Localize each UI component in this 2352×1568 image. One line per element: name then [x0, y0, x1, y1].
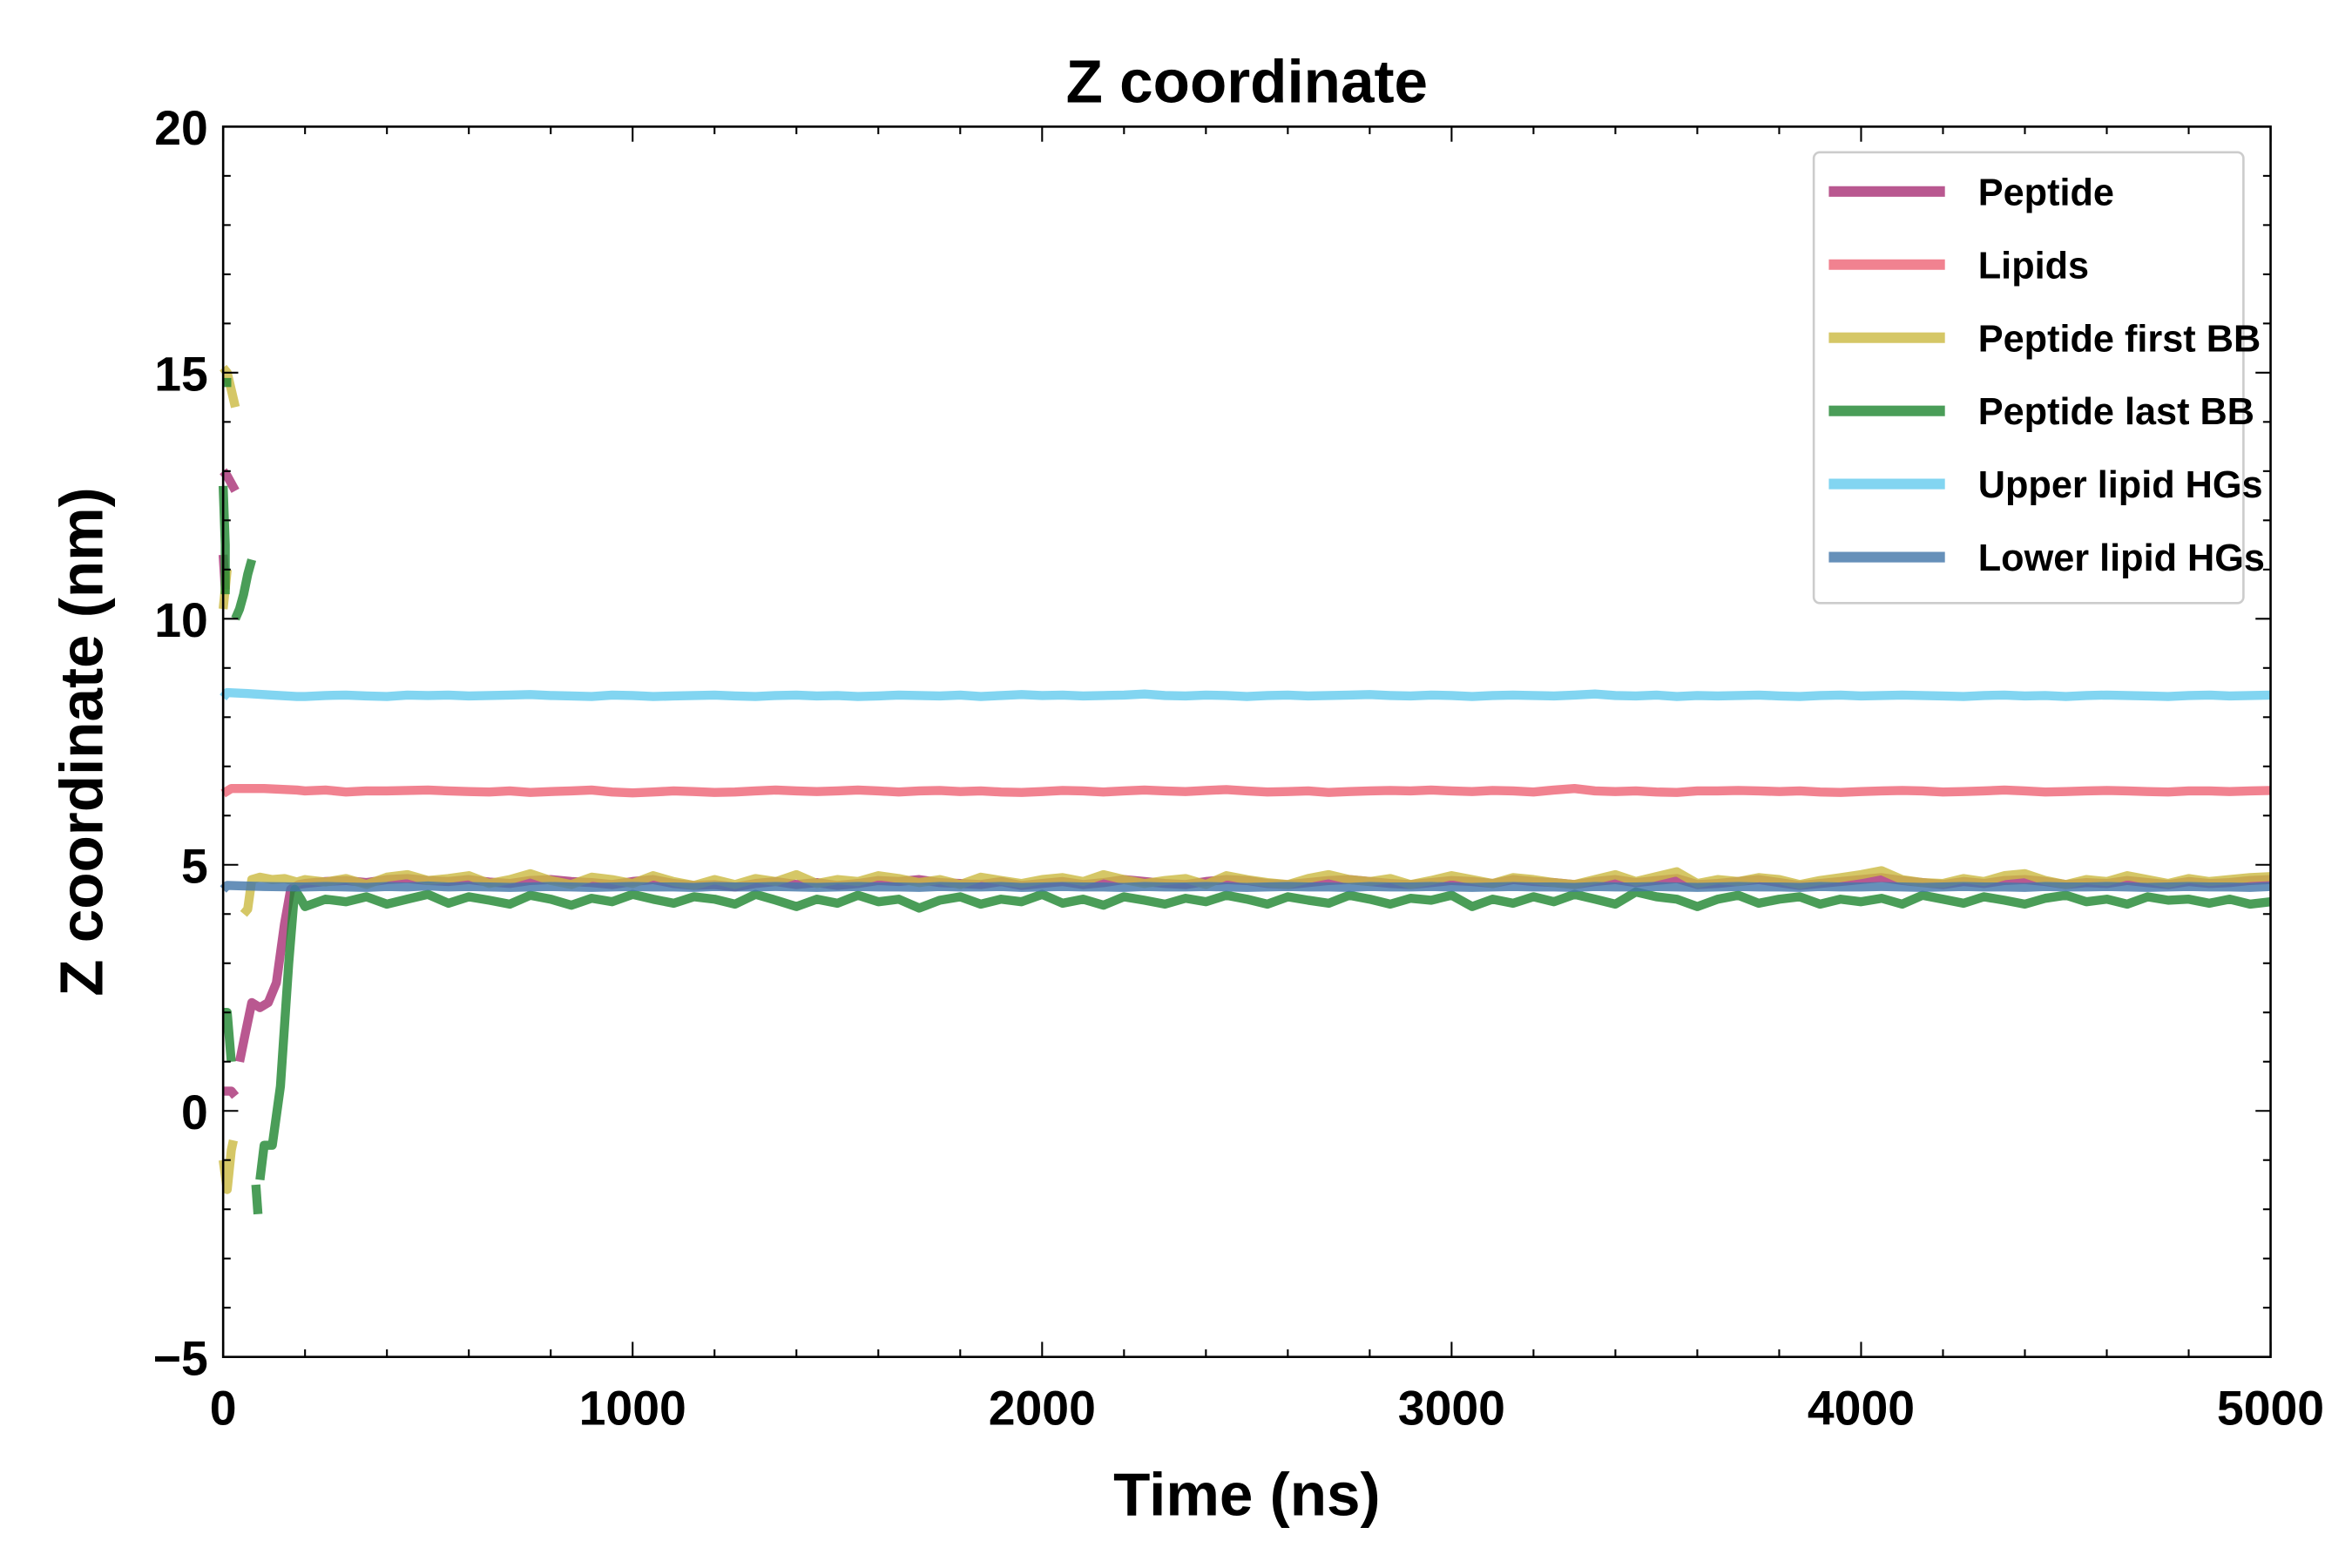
x-tick-label: 5000: [2217, 1382, 2324, 1436]
legend-item: Upper lipid HGs: [1828, 464, 2263, 506]
legend-label: Upper lipid HGs: [1978, 464, 2263, 506]
x-tick-label: 2000: [989, 1382, 1096, 1436]
series-line-peptide-last-bb: [222, 1008, 236, 1063]
legend-label: Lipids: [1978, 245, 2089, 287]
y-tick-label: 0: [181, 1085, 208, 1139]
y-tick-label: −5: [153, 1331, 208, 1385]
series-line-peptide: [220, 468, 240, 493]
x-axis-label: Time (ns): [1113, 1460, 1380, 1528]
legend-item: Lipids: [1828, 245, 2089, 287]
legend-label: Peptide first BB: [1978, 318, 2261, 360]
y-tick-label: 20: [154, 101, 208, 155]
chart-title: Z coordinate: [1066, 48, 1428, 116]
legend-label: Peptide last BB: [1978, 391, 2254, 433]
series-line-peptide-first-bb: [219, 1139, 238, 1194]
series-line-peptide-last-bb: [231, 558, 257, 621]
legend-label: Lower lipid HGs: [1978, 537, 2265, 579]
legend-label: Peptide: [1978, 172, 2114, 213]
y-tick-label: 10: [154, 593, 208, 647]
series-line-upper-lipid-hgs: [220, 687, 2271, 701]
legend-item: Peptide first BB: [1828, 318, 2261, 360]
legend-item: Lower lipid HGs: [1828, 537, 2265, 579]
y-axis-label: Z coordinate (nm): [48, 487, 116, 997]
series-line-peptide-last-bb: [255, 884, 2272, 1180]
x-tick-label: 4000: [1808, 1382, 1915, 1436]
legend: Peptide Lipids Peptide first BB Peptide las…: [1812, 151, 2265, 605]
series-line-peptide-last-bb: [251, 1184, 263, 1215]
x-tick-label: 0: [210, 1382, 237, 1436]
plot-frame: [221, 125, 2272, 1358]
x-tick-label: 3000: [1398, 1382, 1505, 1436]
legend-frame: [1812, 151, 2245, 605]
series-line-lower-lipid-hgs: [220, 881, 2271, 893]
y-tick-label: 5: [181, 840, 208, 894]
x-tick-label: 1000: [579, 1382, 686, 1436]
series-line-peptide: [223, 1086, 240, 1099]
series-line-peptide-first-bb: [240, 866, 2271, 917]
legend-item: Peptide last BB: [1828, 391, 2254, 433]
series-line-peptide-first-bb: [220, 364, 240, 409]
y-tick-label: 15: [154, 348, 208, 402]
series-line-lipids: [220, 784, 2271, 798]
legend-item: Peptide: [1828, 172, 2114, 213]
